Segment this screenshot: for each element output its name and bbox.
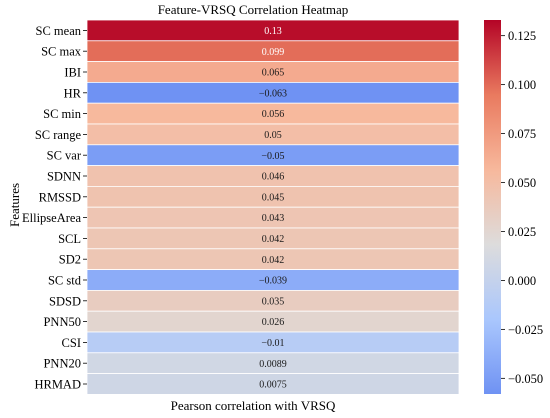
colorbar-tick-label: −0.025 [508, 323, 543, 337]
cell-value-label: 0.042 [262, 234, 285, 245]
y-tick-label: SC var [47, 149, 82, 163]
y-tick-label: SDSD [49, 294, 81, 308]
cell-value-label: −0.01 [261, 338, 284, 349]
cell-value-label: 0.046 [262, 172, 285, 183]
y-tick-label: SCL [58, 232, 81, 246]
cell-value-label: 0.065 [262, 68, 285, 79]
y-tick-label: EllipseArea [22, 211, 81, 225]
cell-value-label: 0.13 [264, 26, 282, 37]
colorbar [484, 20, 501, 394]
y-tick-labels: SC mean SC max IBI HR SC min SC range SC var SD… [22, 24, 87, 392]
x-axis-label: Pearson correlation with VRSQ [171, 398, 336, 413]
y-tick-label: RMSSD [39, 190, 81, 204]
chart-title: Feature-VRSQ Correlation Heatmap [158, 2, 349, 17]
y-tick-label: PNN50 [43, 315, 81, 329]
cell-value-label: 0.099 [262, 47, 285, 58]
colorbar-tick-label: −0.050 [508, 372, 543, 386]
colorbar-tick-label: 0.125 [508, 29, 536, 43]
y-tick-label: SC mean [36, 24, 82, 38]
cell-value-label: −0.063 [259, 88, 287, 99]
cell-value-label: 0.042 [262, 255, 285, 266]
colorbar-tick-label: 0.050 [508, 176, 536, 190]
colorbar-tick-label: 0.025 [508, 225, 536, 239]
cell-value-label: 0.035 [262, 296, 285, 307]
cell-value-label: 0.0075 [259, 380, 287, 391]
cell-value-label: −0.05 [261, 151, 284, 162]
y-tick-label: SC max [41, 45, 82, 59]
y-axis-label: Features [7, 183, 22, 227]
y-tick-label: PNN20 [43, 357, 81, 371]
y-tick-label: SC std [48, 274, 82, 288]
cell-value-label: 0.045 [262, 192, 285, 203]
y-tick-label: HRMAD [34, 378, 81, 392]
cell-value-label: 0.026 [262, 317, 285, 328]
colorbar-tick-label: 0.100 [508, 78, 536, 92]
colorbar-tick-label: 0.000 [508, 274, 536, 288]
y-tick-label: HR [64, 86, 82, 100]
y-tick-label: SC range [35, 128, 82, 142]
colorbar-ticks: 0.125 0.100 0.075 0.050 0.025 0.000 −0.025 −0.0… [501, 29, 543, 386]
colorbar-tick-label: 0.075 [508, 127, 536, 141]
y-tick-label: CSI [62, 336, 81, 350]
cell-value-label: 0.043 [262, 213, 285, 224]
cell-value-label: 0.0089 [259, 359, 287, 370]
cell-value-label: 0.05 [264, 130, 282, 141]
cell-value-label: −0.039 [259, 276, 287, 287]
y-tick-label: IBI [64, 66, 81, 80]
cell-value-label: 0.056 [262, 109, 285, 120]
heatmap-rows: 0.13 0.099 0.065 −0.063 0.056 0.05 −0.05 0.046 0… [86, 19, 460, 395]
y-tick-label: SD2 [59, 253, 81, 267]
y-tick-label: SC min [43, 107, 82, 121]
y-tick-label: SDNN [47, 170, 81, 184]
